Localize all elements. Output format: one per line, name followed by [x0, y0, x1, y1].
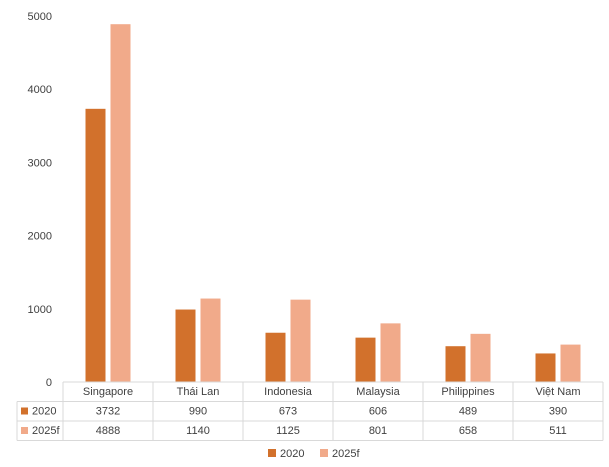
bar-2025f-1 [200, 298, 221, 382]
data-label: 511 [549, 425, 567, 437]
bar-2025f-0 [110, 24, 131, 383]
legend-swatch [320, 449, 328, 457]
bar-2020-0 [85, 108, 106, 382]
bar-2025f-5 [560, 344, 581, 382]
legend-label: 2020 [280, 448, 304, 460]
y-tick-label: 4000 [28, 84, 52, 96]
bar-2025f-2 [290, 299, 311, 382]
y-tick-label: 5000 [28, 11, 52, 23]
table-series-name: 2025f [32, 425, 60, 437]
data-label: 390 [549, 406, 567, 418]
category-label: Indonesia [264, 386, 313, 398]
y-tick-label: 2000 [28, 231, 52, 243]
data-label: 658 [459, 425, 477, 437]
table-series-swatch [21, 407, 28, 415]
bar-2020-1 [175, 309, 196, 382]
category-label: Singapore [83, 386, 133, 398]
bar-2020-4 [445, 346, 466, 382]
data-label: 3732 [96, 406, 120, 418]
data-label: 489 [459, 406, 477, 418]
data-label: 1140 [186, 425, 210, 437]
data-label: 1125 [276, 425, 300, 437]
bar-2020-5 [535, 353, 556, 382]
y-tick-label: 3000 [28, 157, 52, 169]
data-label: 606 [369, 406, 387, 418]
category-label: Philippines [441, 386, 495, 398]
table-series-swatch [21, 427, 28, 434]
category-label: Thái Lan [177, 386, 220, 398]
y-axis: 0 1000 2000 3000 4000 5000 [28, 11, 52, 389]
data-label: 990 [189, 406, 207, 418]
data-label: 4888 [96, 425, 120, 437]
bar-2020-2 [265, 332, 286, 382]
table-series-name: 2020 [32, 406, 56, 418]
category-label: Malaysia [356, 386, 400, 398]
y-tick-label: 0 [46, 377, 52, 389]
y-tick-label: 1000 [28, 304, 52, 316]
bars-group [85, 24, 581, 383]
legend: 2020 2025f [268, 448, 360, 460]
legend-swatch [268, 449, 276, 457]
data-table: Singapore Thái Lan Indonesia Malaysia Philip… [16, 381, 604, 441]
bar-2025f-3 [380, 323, 401, 382]
data-label: 673 [279, 406, 297, 418]
legend-label: 2025f [332, 448, 360, 460]
data-label: 801 [369, 425, 387, 437]
bar-2020-3 [355, 337, 376, 382]
bar-2025f-4 [470, 333, 491, 382]
category-label: Việt Nam [535, 386, 580, 398]
